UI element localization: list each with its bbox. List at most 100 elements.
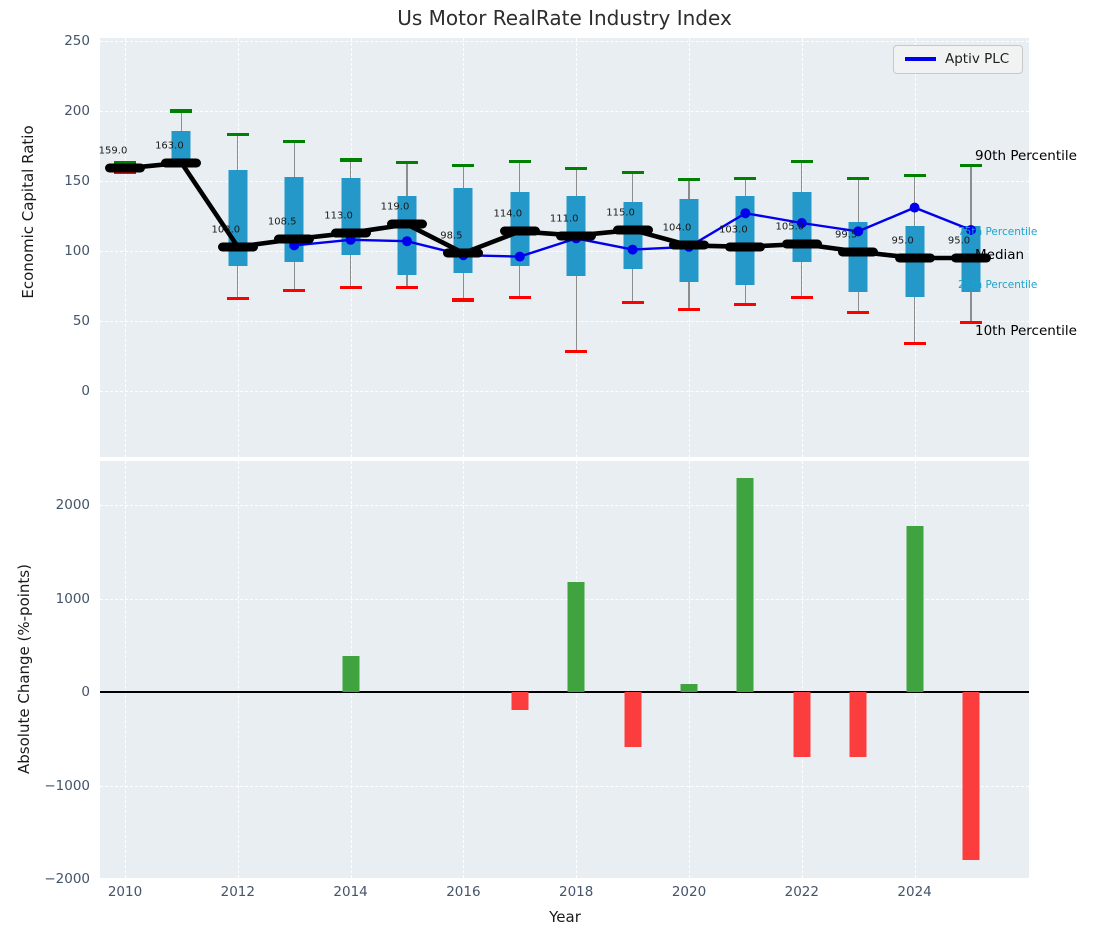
annotation-75th-percentile: 75th Percentile [958, 226, 1038, 239]
bottom-plot [100, 461, 1029, 880]
median-marker-2010 [105, 163, 145, 173]
gridline-horizontal [100, 391, 1029, 392]
bottom-y-tick-label: −1000 [44, 777, 90, 794]
x-tick-label: 2020 [671, 884, 707, 900]
median-value-label-2010: 159.0 [98, 145, 128, 157]
median-marker-2012 [217, 242, 258, 252]
bottom-y-tick-label: 2000 [55, 497, 90, 513]
median-marker-2011 [161, 158, 202, 168]
p90-cap-2012 [226, 133, 249, 137]
annotation-25th-percentile: 25th Percentile [958, 278, 1038, 291]
median-marker-2020 [669, 240, 709, 250]
p10-cap-2018 [565, 350, 588, 354]
x-tick-label: 2016 [446, 884, 481, 900]
median-value-label-2014: 113.0 [324, 210, 353, 222]
gridline-horizontal [100, 505, 1029, 506]
p10-cap-2025 [960, 320, 982, 324]
x-axis-label: Year [549, 908, 581, 926]
median-value-label-2024: 95.0 [891, 235, 914, 247]
aptiv-marker-2024 [909, 202, 920, 213]
change-bar-2022 [793, 692, 811, 757]
p90-cap-2025 [960, 164, 982, 168]
zero-line [100, 691, 1029, 693]
median-value-label-2020: 104.0 [662, 222, 692, 234]
x-tick-label: 2022 [784, 884, 819, 900]
median-marker-2014 [330, 228, 371, 238]
gridline-vertical [125, 461, 126, 878]
p90-cap-2014 [339, 158, 362, 162]
p90-cap-2017 [508, 159, 531, 163]
annotation-10th-percentile: 10th Percentile [975, 322, 1077, 339]
gridline-horizontal [100, 879, 1029, 880]
p90-cap-2018 [565, 166, 588, 170]
change-bar-2014 [342, 655, 360, 692]
p90-cap-2013 [283, 140, 306, 144]
median-value-label-2013: 108.5 [267, 216, 297, 228]
median-marker-2019 [612, 225, 653, 235]
p90-cap-2020 [678, 178, 700, 182]
p10-cap-2023 [847, 311, 870, 315]
gridline-vertical [801, 461, 803, 878]
gridline-horizontal [100, 251, 1029, 252]
aptiv-marker-2015 [402, 236, 412, 247]
median-marker-2015 [387, 219, 427, 229]
x-tick-label: 2012 [220, 884, 255, 900]
iqr-box-2015 [397, 196, 417, 275]
median-marker-2016 [443, 248, 484, 258]
median-value-label-2012: 103.0 [211, 224, 241, 236]
change-bar-2023 [849, 692, 867, 758]
median-marker-2013 [274, 234, 315, 244]
gridline-horizontal [100, 181, 1029, 182]
p90-cap-2023 [847, 176, 870, 180]
gridline-vertical [125, 38, 126, 457]
change-bar-2021 [736, 477, 754, 692]
change-bar-2018 [567, 581, 585, 692]
median-value-label-2011: 163.0 [155, 140, 184, 152]
aptiv-marker-2019 [627, 244, 638, 255]
median-marker-2022 [781, 239, 822, 249]
x-tick-label: 2010 [107, 884, 143, 900]
median-value-label-2015: 119.0 [380, 201, 410, 213]
gridline-horizontal [100, 111, 1029, 112]
p90-cap-2011 [170, 109, 193, 113]
change-bar-2024 [906, 525, 924, 692]
aptiv-marker-2021 [740, 208, 751, 219]
legend-line-sample [905, 57, 936, 61]
median-marker-2023 [838, 247, 879, 257]
median-line [124, 160, 971, 261]
change-bar-2020 [680, 683, 698, 692]
top-y-tick-label: 100 [64, 243, 90, 259]
p90-cap-2015 [396, 161, 418, 165]
x-tick-label: 2014 [333, 884, 368, 900]
legend-label: Aptiv PLC [945, 51, 1010, 67]
gridline-vertical [463, 461, 465, 878]
aptiv-marker-2025 [966, 225, 976, 235]
bottom-y-tick-label: −2000 [44, 871, 90, 887]
x-tick-label: 2024 [897, 884, 932, 900]
p90-cap-2021 [734, 176, 757, 180]
change-bar-2017 [511, 692, 529, 710]
median-value-label-2016: 98.5 [440, 230, 463, 242]
median-value-label-2023: 99.5 [835, 229, 858, 241]
median-value-label-2017: 114.0 [493, 208, 523, 220]
gridline-vertical [237, 461, 239, 878]
annotation-90th-percentile: 90th Percentile [975, 147, 1077, 164]
legend: Aptiv PLC [893, 45, 1024, 74]
median-marker-2024 [894, 253, 935, 263]
bottom-y-tick-label: 0 [81, 684, 90, 700]
median-value-label-2019: 115.0 [606, 207, 635, 219]
gridline-horizontal [100, 41, 1029, 42]
iqr-box-2019 [623, 202, 643, 270]
x-tick-label: 2018 [559, 884, 594, 900]
iqr-box-2021 [735, 196, 755, 285]
gridline-horizontal [100, 598, 1029, 600]
bottom-y-tick-label: 1000 [55, 590, 90, 607]
top-y-axis-label: Economic Capital Ratio [19, 125, 37, 299]
median-value-label-2022: 105.0 [775, 221, 805, 233]
top-y-tick-label: 250 [64, 33, 90, 49]
annotation-median: Median [975, 247, 1025, 264]
aptiv-marker-2014 [345, 234, 356, 245]
p10-cap-2015 [396, 285, 418, 289]
median-marker-2025 [951, 253, 991, 263]
iqr-box-2011 [171, 130, 191, 163]
